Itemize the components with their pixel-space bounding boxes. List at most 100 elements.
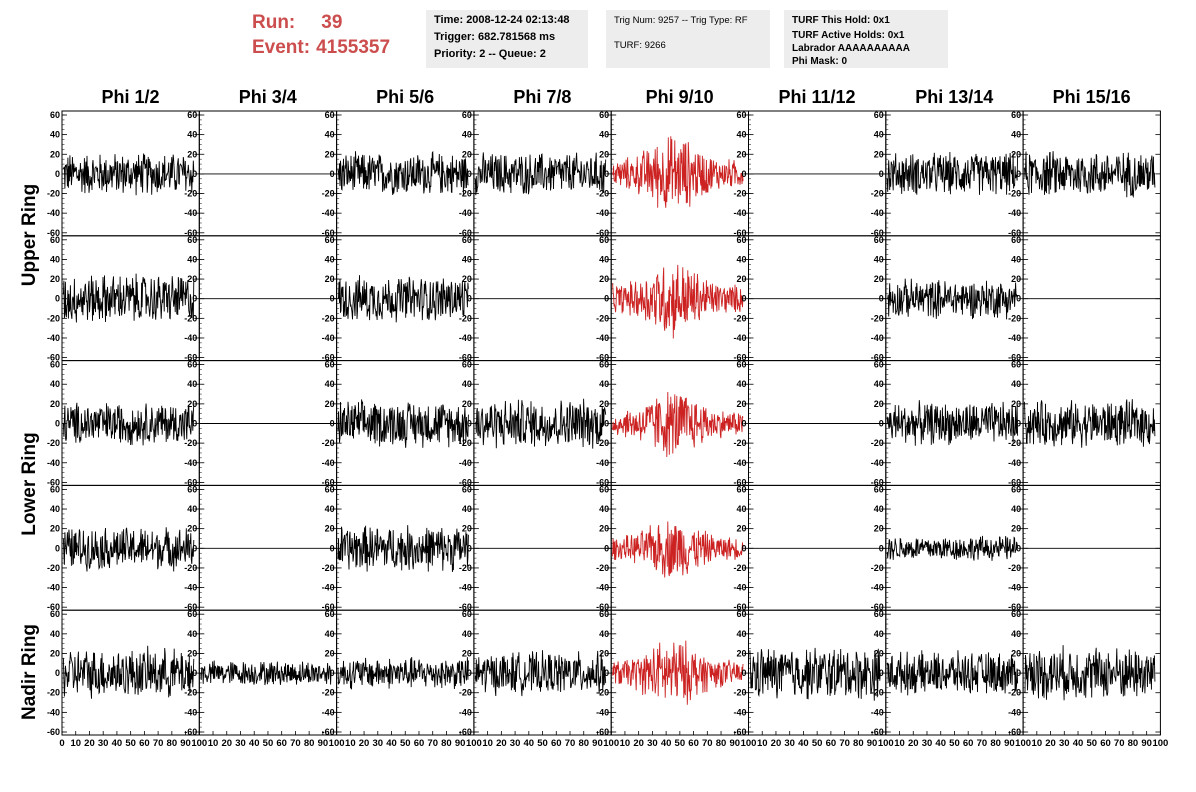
- waveform-panel: -60 -40 -20 0 20 40 60: [596, 110, 750, 238]
- waveform-trace: [200, 660, 332, 686]
- y-tick-label: -20: [871, 313, 884, 323]
- y-tick-label: 0: [879, 294, 884, 304]
- waveform-trace: [1024, 151, 1156, 199]
- y-tick-label: 40: [187, 130, 197, 140]
- y-tick-label: 20: [187, 399, 197, 409]
- waveform-trace: [612, 640, 744, 705]
- y-tick-label: -60: [322, 477, 335, 487]
- x-tick-label: 80: [990, 738, 1001, 749]
- y-tick-label: 20: [325, 149, 335, 159]
- y-tick-label: 60: [50, 110, 60, 120]
- waveform-panel: -60 -40 -20 0 20 40 60: [459, 110, 612, 238]
- y-tick-label: 40: [187, 629, 197, 639]
- y-tick-label: 20: [599, 648, 609, 658]
- y-tick-label: 20: [1011, 524, 1021, 534]
- y-tick-label: 40: [462, 379, 472, 389]
- y-tick-label: -20: [459, 438, 472, 448]
- x-tick-label: 10: [208, 738, 219, 749]
- x-tick-label: 30: [1059, 738, 1070, 749]
- x-tick-label: 60: [688, 738, 699, 749]
- y-tick-label: 0: [330, 543, 335, 553]
- waveform-panel: -60 -40 -20 0 20 40 60: [322, 609, 475, 737]
- y-tick-label: 40: [874, 254, 884, 264]
- x-tick-label: 20: [359, 738, 370, 749]
- waveform-panel: -60 -40 -20 0 20 40 60: [596, 360, 750, 487]
- y-tick-label: -40: [1008, 333, 1021, 343]
- y-tick-label: 60: [599, 609, 609, 619]
- y-tick-label: 0: [1016, 294, 1021, 304]
- y-tick-label: 60: [736, 110, 746, 120]
- y-tick-label: -60: [871, 477, 884, 487]
- y-tick-label: -40: [871, 333, 884, 343]
- y-tick-label: -20: [47, 688, 60, 698]
- x-tick-label: 10: [620, 738, 631, 749]
- panel-frame: [748, 110, 887, 237]
- y-tick-label: 0: [55, 668, 60, 678]
- y-tick-label: -40: [1008, 583, 1021, 593]
- y-tick-label: 20: [736, 648, 746, 658]
- y-tick-label: 40: [736, 379, 746, 389]
- y-tick-label: -20: [47, 563, 60, 573]
- y-tick-label: -40: [596, 458, 609, 468]
- waveform-grid: -60-40-200204060-60-40-200204060-60-40-2…: [47, 110, 1168, 749]
- x-tick-label: 10: [345, 738, 356, 749]
- y-tick-label: -40: [322, 208, 335, 218]
- waveform-panel: -60 -40 -20 0 20 40 60: [733, 235, 887, 363]
- y-tick-label: -40: [596, 583, 609, 593]
- y-tick-label: -60: [871, 602, 884, 612]
- y-tick-label: 0: [467, 668, 472, 678]
- y-tick-label: 0: [604, 169, 609, 179]
- x-tick-label: 30: [510, 738, 521, 749]
- phi-column-header: Phi 11/12: [778, 87, 856, 107]
- y-tick-label: -40: [733, 458, 746, 468]
- x-tick-label: 30: [98, 738, 109, 749]
- x-tick-label: 30: [373, 738, 384, 749]
- y-tick-label: -60: [1008, 602, 1021, 612]
- waveform-trace: [886, 151, 1019, 195]
- panel-frame: [748, 360, 887, 486]
- waveform-panel: -60 -40 -20 0 20 40 60: [733, 484, 887, 612]
- y-tick-label: 20: [1011, 149, 1021, 159]
- y-tick-label: 60: [874, 484, 884, 494]
- x-tick-label: 70: [702, 738, 713, 749]
- waveform-panel: -60 -40 -20 0 20 40 60: [1008, 235, 1161, 363]
- y-tick-label: 20: [736, 274, 746, 284]
- x-tick-label: 100: [466, 738, 482, 749]
- y-tick-label: -60: [184, 353, 197, 363]
- y-tick-label: 40: [187, 254, 197, 264]
- x-tick-label: 80: [1128, 738, 1139, 749]
- waveform-panel: -60 -40 -20 0 20 40 60: [322, 360, 475, 487]
- x-tick-label: 40: [1073, 738, 1084, 749]
- y-tick-label: 0: [467, 169, 472, 179]
- y-tick-label: -20: [1008, 438, 1021, 448]
- y-tick-label: 40: [599, 629, 609, 639]
- panel-frame: [748, 235, 887, 362]
- y-tick-label: 0: [55, 294, 60, 304]
- x-tick-label: 90: [1141, 738, 1152, 749]
- y-tick-label: 20: [599, 399, 609, 409]
- y-tick-label: -40: [733, 208, 746, 218]
- waveform-panel: -60 -40 -20 0 20 40 60: [184, 484, 338, 612]
- y-tick-label: 40: [874, 629, 884, 639]
- y-tick-label: 60: [50, 609, 60, 619]
- x-tick-label: 50: [263, 738, 274, 749]
- x-tick-label: 20: [633, 738, 644, 749]
- y-tick-label: -20: [1008, 189, 1021, 199]
- y-tick-label: 60: [462, 484, 472, 494]
- phi-column-header: Phi 7/8: [513, 87, 572, 107]
- waveform-trace: [62, 153, 195, 196]
- y-tick-label: 0: [55, 543, 60, 553]
- y-tick-label: -60: [733, 477, 746, 487]
- x-tick-label: 50: [537, 738, 548, 749]
- waveform-panel: -60 -40 -20 0 20 40 60: [871, 235, 1024, 363]
- y-tick-label: 20: [462, 149, 472, 159]
- y-tick-label: 60: [50, 235, 60, 245]
- y-tick-label: -20: [596, 438, 609, 448]
- waveform-panel: -60 -40 -20 0 20 40 60: [871, 484, 1024, 612]
- y-tick-label: 0: [192, 668, 197, 678]
- x-tick-label: 50: [675, 738, 686, 749]
- y-tick-label: 20: [874, 274, 884, 284]
- y-tick-label: 0: [330, 294, 335, 304]
- y-tick-label: 60: [50, 484, 60, 494]
- y-tick-label: -20: [596, 563, 609, 573]
